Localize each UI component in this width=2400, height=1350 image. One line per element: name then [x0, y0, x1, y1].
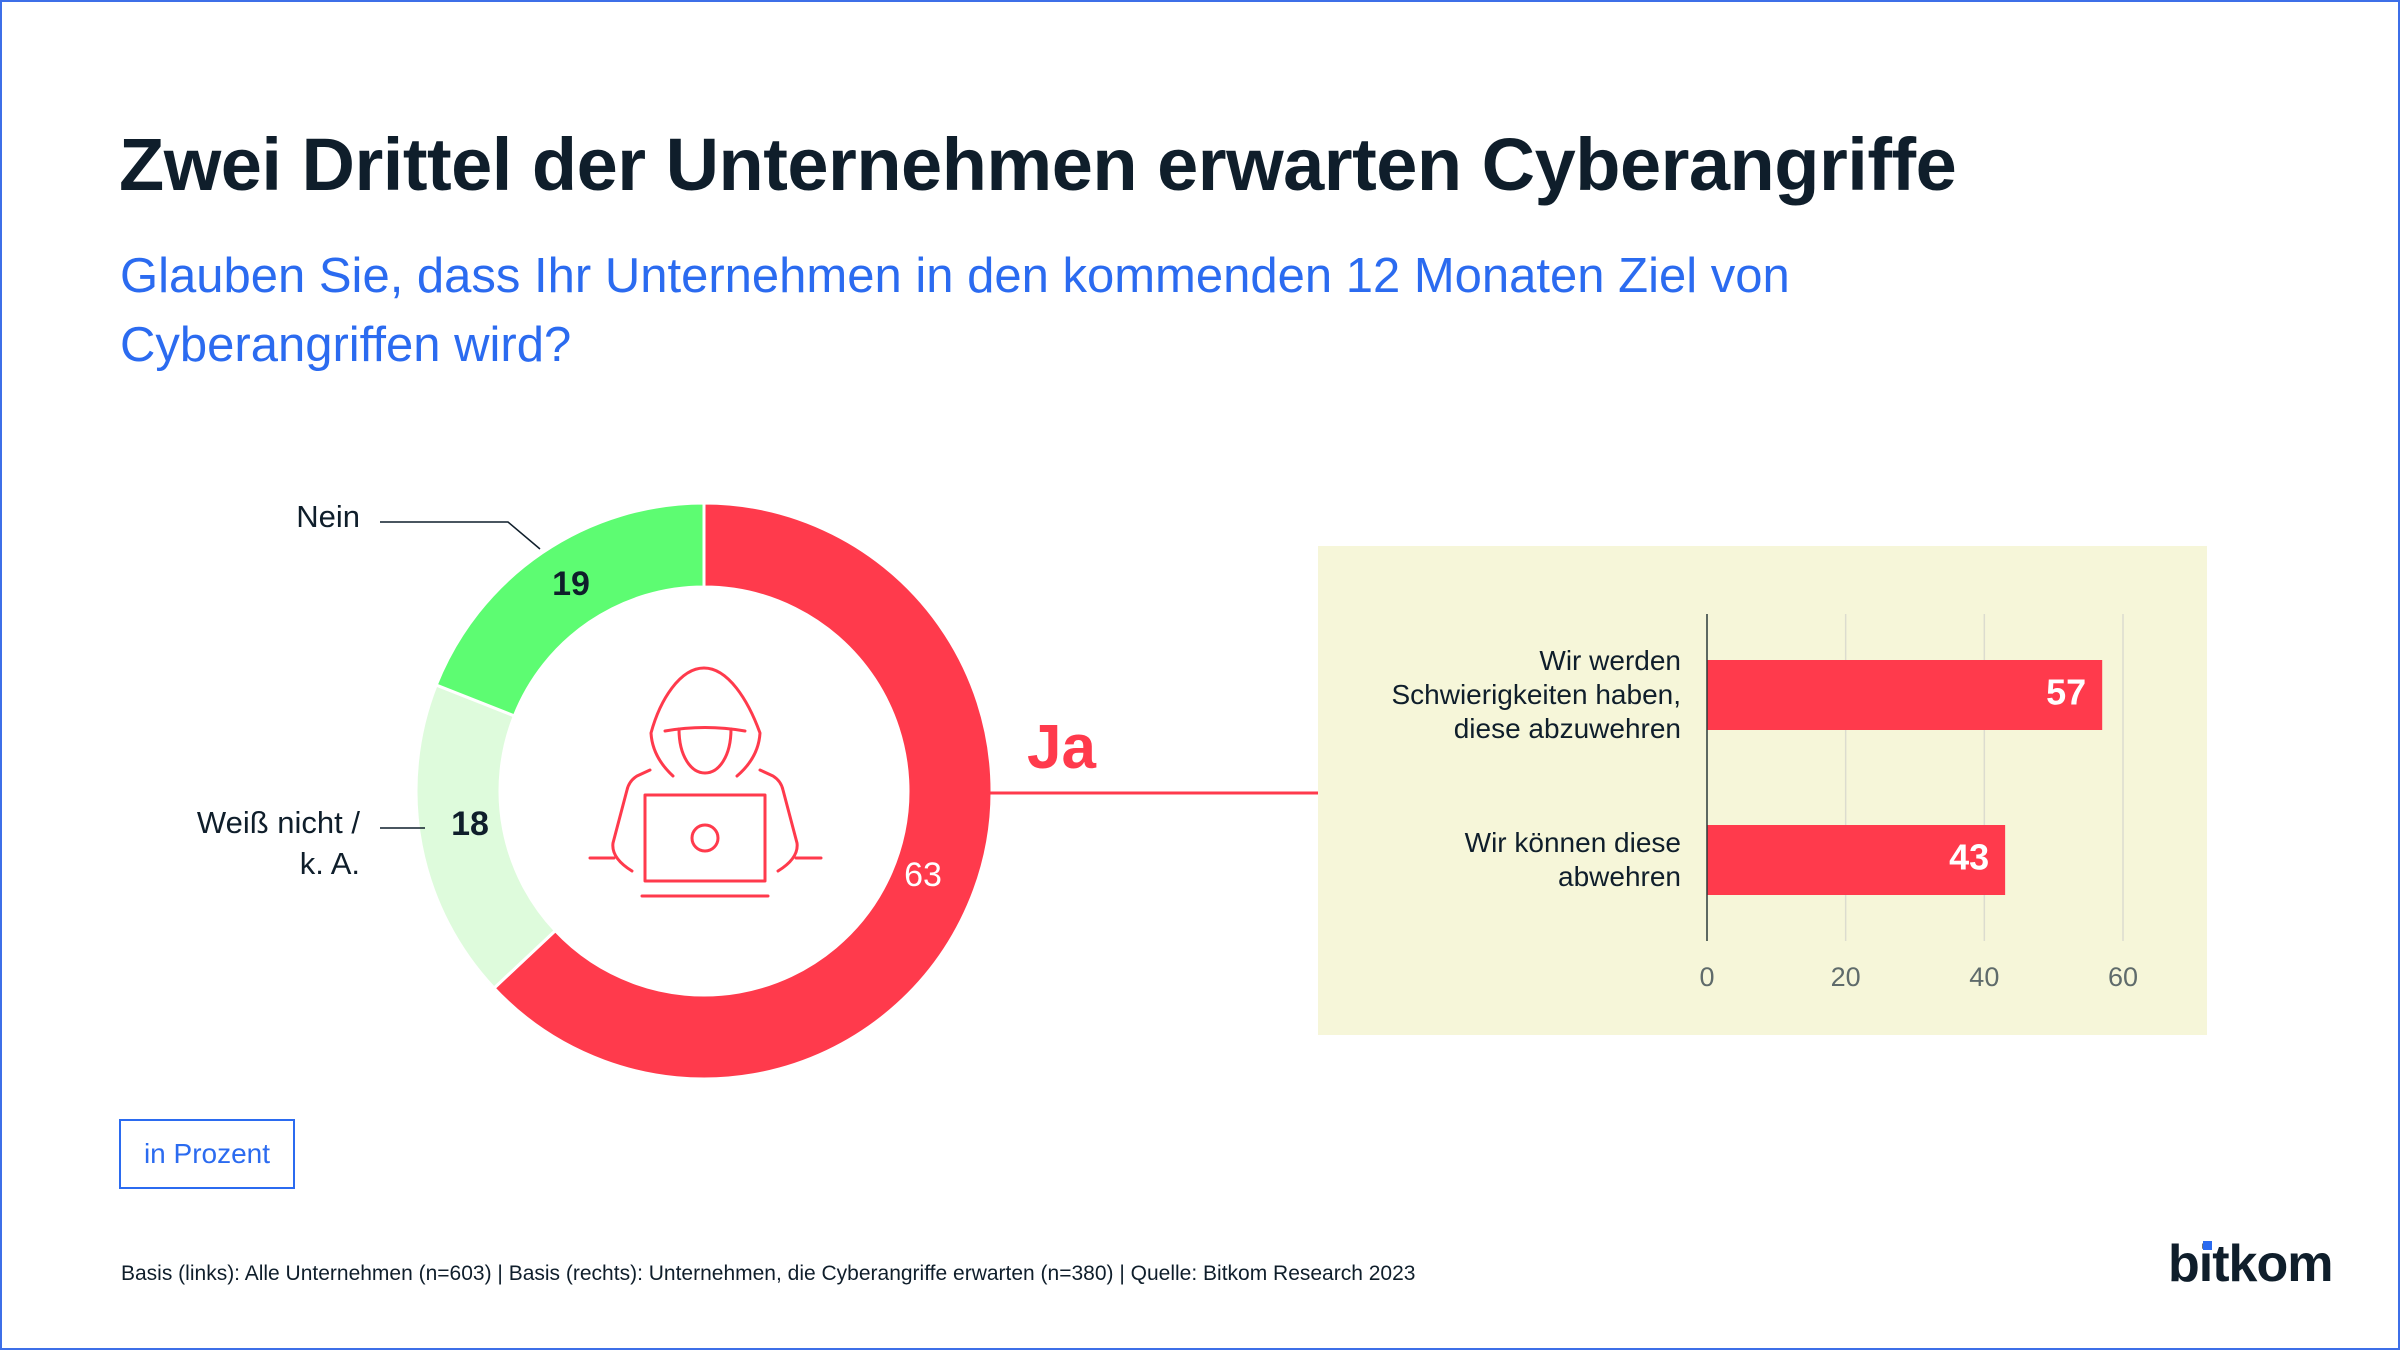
weiss-nicht-label-line1: Weiß nicht / [196, 805, 360, 840]
unit-badge: in Prozent [119, 1119, 295, 1189]
hacker-laptop-icon [588, 666, 823, 898]
donut-value-label: 18 [451, 805, 489, 843]
logo-dot [2203, 1241, 2212, 1250]
bar-label-abwehren: Wir können diese abwehren [1465, 826, 1681, 894]
nein-leader-line [380, 521, 541, 550]
bar-label-line: Wir können diese [1464, 827, 1681, 858]
x-tick-label: 20 [1831, 962, 1861, 992]
ja-label: Ja [1027, 713, 1096, 782]
x-tick-label: 0 [1699, 962, 1714, 992]
donut-chart: 63 18 19 [414, 501, 994, 1081]
weiss-nicht-label: Weiß nicht / k. A. [197, 802, 360, 884]
donut-value-label: 19 [552, 565, 590, 603]
source-footer: Basis (links): Alle Unternehmen (n=603) … [121, 1262, 1416, 1285]
x-tick-label: 60 [2108, 962, 2138, 992]
bar-label-line: diese abzuwehren [1453, 713, 1681, 744]
bar-chart-panel [1318, 546, 2207, 1035]
question-subtitle: Glauben Sie, dass Ihr Unternehmen in den… [120, 249, 1790, 372]
bar-label-line: abwehren [1558, 861, 1681, 892]
bar-0 [1707, 660, 2103, 730]
bar-chart: 0 20 40 60 57 43 [1699, 614, 2138, 992]
bar-value-label: 43 [1949, 837, 1989, 878]
donut-slice-2 [434, 501, 706, 718]
donut-value-label: 63 [904, 856, 942, 894]
bar-label-schwierigkeiten: Wir werden Schwierigkeiten haben, diese … [1391, 644, 1681, 746]
bitkom-logo: bitkom [2168, 1234, 2333, 1294]
bar-label-line: Wir werden [1539, 645, 1681, 676]
nein-label: Nein [296, 499, 360, 534]
bar-label-line: Schwierigkeiten haben, [1391, 679, 1681, 710]
x-tick-label: 40 [1969, 962, 1999, 992]
weiss-nicht-label-line2: k. A. [299, 846, 360, 881]
bar-1 [1707, 825, 2006, 895]
logo-text: bitkom [2168, 1235, 2333, 1293]
donut-slice-0 [491, 501, 994, 1081]
page-title: Zwei Drittel der Unternehmen erwarten Cy… [119, 123, 1957, 206]
bar-value-label: 57 [2046, 672, 2086, 713]
